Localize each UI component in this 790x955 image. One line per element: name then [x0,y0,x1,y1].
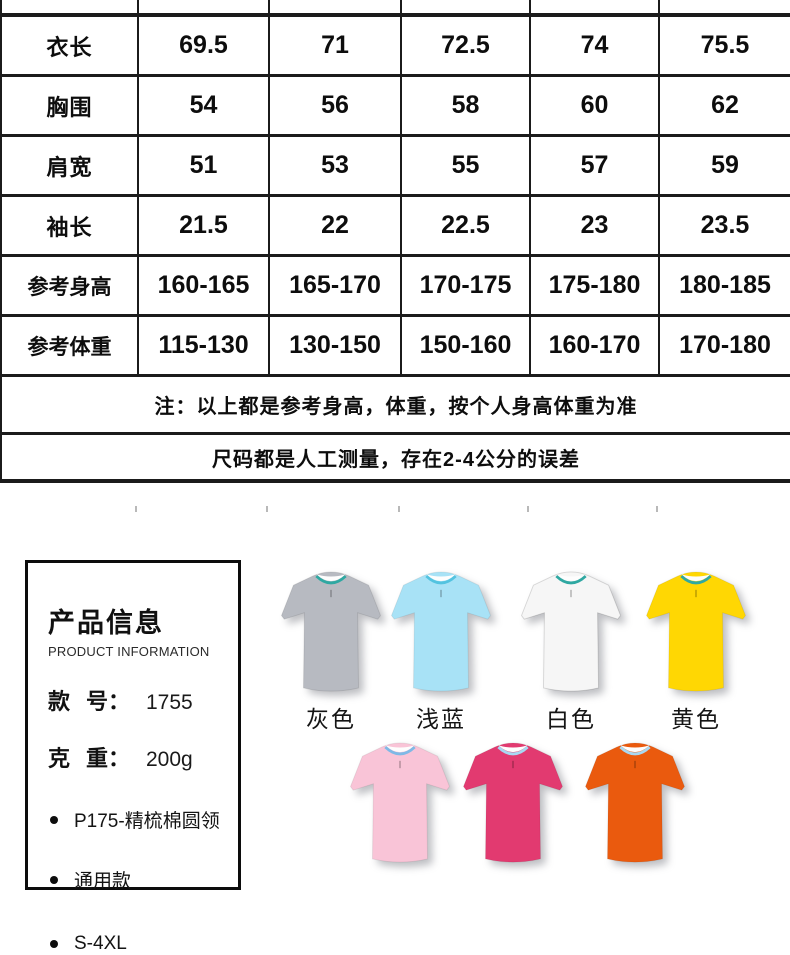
value-cell: 53 [268,134,402,197]
bullet-item: 通用款 [48,866,228,893]
shirt-label: 浅蓝 [416,706,466,732]
value-cell: 62 [658,74,790,137]
row-label-cell: 袖长 [0,194,139,257]
bullet-item: P175-精梳棉圆领 [48,806,228,833]
note-text: 注：以上都是参考身高，体重，按个人身高体重为准 [0,374,790,435]
row-label-cell: 参考体重 [0,314,139,377]
value-cell: 55 [400,134,531,197]
value-cell: 60 [529,74,660,137]
value-cell: 23.5 [658,194,790,257]
shirt-label: 白色 [546,706,596,732]
value-cell: 115-130 [137,314,270,377]
value-cell: 170-175 [400,254,531,317]
shirt-swatch-gray [276,562,386,702]
row-label-cell: 肩宽 [0,134,139,197]
shirt-swatch-yellow [641,562,751,702]
value-cell: 59 [658,134,790,197]
bullet-label: 通用款 [74,871,132,892]
value-cell: 130-150 [268,314,402,377]
table-row: 参考体重 115-130 130-150 150-160 160-170 170… [0,314,790,377]
shirt-label: 灰色 [306,706,356,732]
card-title: 产品信息 [48,608,164,638]
tshirt-icon [520,571,622,692]
shirt-swatch-lightblue [386,562,496,702]
bullet-label: P175-精梳棉圆领 [74,811,220,832]
table-note-row: 注：以上都是参考身高，体重，按个人身高体重为准 [0,374,790,435]
value-cell: 170-180 [658,314,790,377]
value-cell: 180-185 [658,254,790,317]
shirt-swatch-orange [580,733,690,873]
value-cell: 22 [268,194,402,257]
value-cell: 75.5 [658,13,790,77]
tshirt-icon [280,571,382,692]
field-key: 款 [48,689,71,714]
cutoff-cell [0,0,139,17]
bullet-item: S-4XL [48,933,228,955]
tshirt-icon [584,742,686,863]
table-row: 胸围 54 56 58 60 62 [0,74,790,137]
value-cell: 150-160 [400,314,531,377]
row-label-cell: 衣长 [0,13,139,77]
table-row: 衣长 69.5 71 72.5 74 75.5 [0,13,790,77]
bullet-icon [50,815,58,824]
tshirt-icon [462,742,564,863]
card-subtitle: PRODUCT INFORMATION [48,644,210,659]
bullet-icon [50,940,58,948]
field-key: 克 [48,746,71,771]
bullet-label: S-4XL [74,933,127,954]
field-key: 号： [85,689,130,714]
value-cell: 51 [137,134,270,197]
product-info-card: 产品信息 PRODUCT INFORMATION 款 号： 1755 克 重： … [25,560,241,954]
value-cell: 165-170 [268,254,402,317]
table-row-cutoff [0,0,790,17]
value-cell: 23 [529,194,660,257]
note-text: 尺码都是人工测量，存在2-4公分的误差 [0,432,790,483]
row-label-cell: 胸围 [0,74,139,137]
value-cell: 160-165 [137,254,270,317]
value-cell: 54 [137,74,270,137]
table-row: 参考身高 160-165 165-170 170-175 175-180 180… [0,254,790,317]
field-value: 1755 [146,691,193,714]
tshirt-icon [349,742,451,863]
value-cell: 21.5 [137,194,270,257]
value-cell: 58 [400,74,531,137]
table-row: 袖长 21.5 22 22.5 23 23.5 [0,194,790,257]
value-cell: 69.5 [137,13,270,77]
field-style-number: 款 号： 1755 [48,684,228,716]
value-cell: 71 [268,13,402,77]
value-cell: 160-170 [529,314,660,377]
field-weight: 克 重： 200g [48,741,228,773]
shirt-swatch-pink [345,733,455,873]
value-cell: 22.5 [400,194,531,257]
table-row: 肩宽 51 53 55 57 59 [0,134,790,197]
tshirt-icon [645,571,747,692]
field-key: 重： [85,746,130,771]
tshirt-icon [390,571,492,692]
bullet-icon [50,875,58,884]
shirt-label: 黄色 [671,706,721,732]
field-value: 200g [146,748,193,771]
value-cell: 72.5 [400,13,531,77]
size-chart-table: 衣长 69.5 71 72.5 74 75.5 胸围 54 56 58 60 6… [0,0,790,483]
value-cell: 57 [529,134,660,197]
value-cell: 74 [529,13,660,77]
shirt-swatch-rose [458,733,568,873]
value-cell: 175-180 [529,254,660,317]
value-cell: 56 [268,74,402,137]
row-label-cell: 参考身高 [0,254,139,317]
table-note-row: 尺码都是人工测量，存在2-4公分的误差 [0,432,790,483]
shirt-swatch-white [516,562,626,702]
